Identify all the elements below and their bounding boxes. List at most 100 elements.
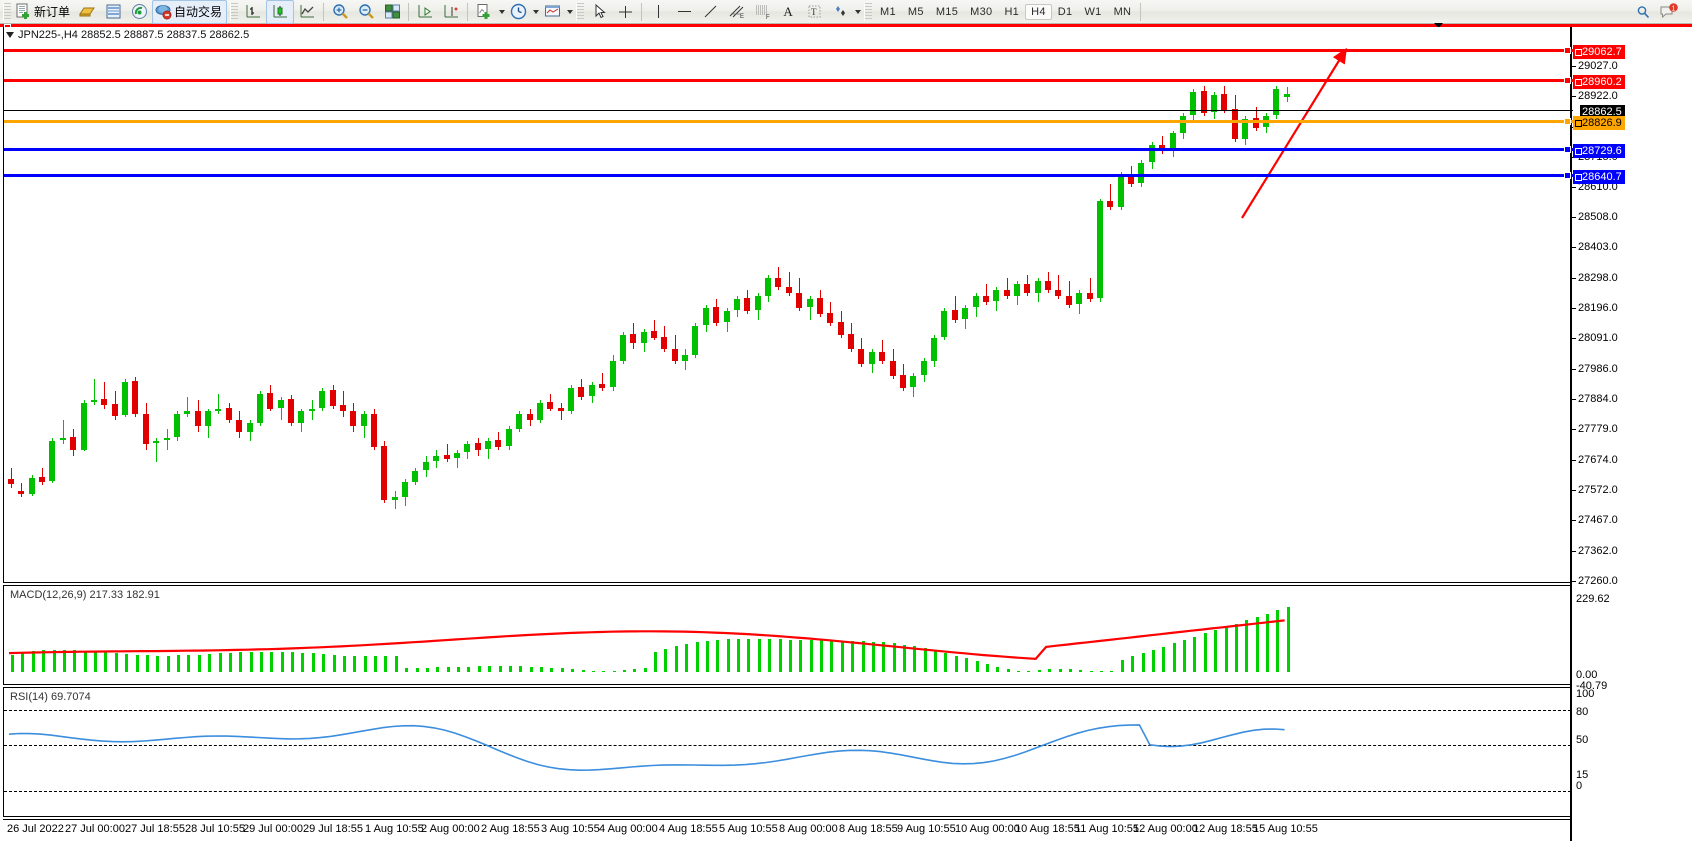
timeframe-d1[interactable]: D1 [1057, 5, 1073, 18]
new-order-button[interactable]: 新订单 [13, 1, 74, 23]
text-tool-button[interactable]: A [775, 1, 801, 23]
bullish-trend-arrow[interactable] [4, 27, 1573, 583]
candle-body [1013, 284, 1020, 296]
timeframe-m15[interactable]: M15 [935, 5, 959, 18]
toolbar-grip[interactable] [3, 2, 11, 21]
line-chart-button[interactable] [294, 1, 320, 23]
price-label-take-profit-2[interactable]: 29062.7 [1573, 45, 1625, 59]
candle-body [578, 387, 585, 397]
level-line-entry[interactable] [4, 120, 1573, 123]
candle-body [733, 299, 740, 311]
equidistant-channel-button[interactable]: E [723, 1, 749, 23]
auto-scroll-icon [444, 5, 458, 18]
market-watch-button[interactable] [100, 1, 126, 23]
level-marker-tp2[interactable] [1564, 47, 1571, 54]
timeframe-h4[interactable]: H4 [1025, 3, 1052, 20]
macd-histogram-bar [1234, 623, 1238, 672]
macd-histogram-bar [1255, 617, 1259, 672]
price-label-support-2[interactable]: 28640.7 [1573, 170, 1625, 184]
time-axis: 26 Jul 2022 27 Jul 00:00 27 Jul 18:55 28 Ju… [3, 819, 1570, 842]
zoom-in-button[interactable] [327, 1, 353, 23]
level-line-take-profit-2[interactable] [4, 49, 1573, 52]
rsi-panel[interactable]: RSI(14) 69.7074 [3, 687, 1572, 817]
candle-body [391, 497, 398, 500]
bar-chart-icon [246, 5, 260, 18]
candle-body [1065, 295, 1072, 305]
period-button[interactable] [505, 1, 531, 23]
level-line-support-2[interactable] [4, 174, 1573, 177]
level-marker-tp1[interactable] [1564, 77, 1571, 84]
price-label-take-profit-1[interactable]: 28960.2 [1573, 75, 1625, 89]
level-marker-entry[interactable] [1564, 118, 1571, 125]
period-dropdown-caret[interactable] [533, 9, 540, 14]
level-marker-sup1[interactable] [1564, 146, 1571, 153]
new-chart-icon [477, 4, 490, 19]
bar-chart-button[interactable] [240, 1, 266, 23]
price-panel[interactable] [3, 27, 1573, 583]
candle-body [1055, 289, 1062, 297]
toolbar-separator-1 [323, 2, 325, 21]
timeframe-mn[interactable]: MN [1113, 5, 1132, 18]
macd-histogram-bar [374, 656, 378, 672]
timeframe-m30[interactable]: M30 [970, 5, 993, 18]
timeframe-w1[interactable]: W1 [1084, 5, 1102, 18]
level-marker-sup2[interactable] [1564, 172, 1571, 179]
timeframe-m1[interactable]: M1 [880, 5, 896, 18]
candle-body [298, 411, 305, 423]
templates-button[interactable] [539, 1, 565, 23]
timeframe-h1[interactable]: H1 [1004, 5, 1020, 18]
toolbar-grip-4[interactable] [864, 2, 873, 21]
candle-body [630, 333, 637, 344]
macd-histogram-bar [685, 643, 689, 672]
auto-scroll-button[interactable] [438, 1, 464, 23]
candle-body [485, 441, 492, 450]
chart-shift-button[interactable] [412, 1, 438, 23]
price-label-support-1[interactable]: 28729.6 [1573, 144, 1625, 158]
price-tick: 27674.0 [1572, 454, 1618, 466]
macd-histogram-bar [1089, 670, 1093, 672]
cursor-tool-button[interactable] [586, 1, 612, 23]
macd-histogram-bar [820, 640, 824, 672]
macd-histogram-bar [1203, 633, 1207, 672]
trendline-tool-button[interactable] [697, 1, 723, 23]
tile-windows-button[interactable] [379, 1, 405, 23]
shapes-tool-button[interactable] [827, 1, 853, 23]
chart-area[interactable]: JPN225-,H4 28852.5 28887.5 28837.5 28862… [0, 23, 1692, 844]
macd-histogram-bar [705, 640, 709, 672]
notifications-button[interactable]: 1 [1656, 1, 1682, 23]
toolbar-grip-2[interactable] [230, 2, 239, 21]
templates-dropdown-caret[interactable] [567, 9, 574, 14]
gold-bar-icon [79, 7, 95, 17]
toolbar-grip-3[interactable] [576, 2, 585, 21]
candle-wick [560, 402, 562, 421]
candlestick-chart-button[interactable] [266, 0, 295, 24]
toolbar-separator-5 [1140, 2, 1142, 21]
candle-body [1045, 280, 1052, 291]
macd-histogram-bar [695, 642, 699, 672]
level-line-take-profit-1[interactable] [4, 79, 1573, 82]
fibonacci-tool-button[interactable]: F [749, 1, 775, 23]
signals-button[interactable] [126, 1, 152, 23]
candle-wick [954, 296, 956, 323]
new-chart-dropdown-caret[interactable] [499, 9, 506, 14]
macd-panel[interactable]: MACD(12,26,9) 217.33 182.91 [3, 585, 1572, 685]
collapse-triangle-icon[interactable] [6, 32, 14, 39]
macd-histogram-bar [394, 655, 398, 672]
gold-bar-button[interactable] [74, 1, 100, 23]
search-button[interactable] [1630, 1, 1656, 23]
crosshair-tool-button[interactable] [612, 1, 638, 23]
symbol-header-text: JPN225-,H4 28852.5 28887.5 28837.5 28862… [18, 29, 250, 41]
zoom-out-button[interactable] [353, 1, 379, 23]
timeframe-m5[interactable]: M5 [907, 5, 924, 18]
shapes-dropdown-caret[interactable] [855, 9, 862, 14]
candle-body [702, 307, 709, 326]
horizontal-line-tool-button[interactable] [671, 1, 697, 23]
price-axis[interactable]: 29027.028922.028816.028715.028610.028508… [1570, 27, 1692, 841]
level-line-support-1[interactable] [4, 148, 1573, 151]
price-label-entry[interactable]: 28826.9 [1573, 116, 1625, 130]
vertical-line-tool-button[interactable] [645, 1, 671, 23]
text-label-tool-button[interactable]: T [801, 1, 827, 23]
auto-trading-button[interactable]: 自动交易 [152, 0, 228, 24]
svg-text:T: T [811, 7, 817, 17]
new-chart-button[interactable] [471, 1, 497, 23]
